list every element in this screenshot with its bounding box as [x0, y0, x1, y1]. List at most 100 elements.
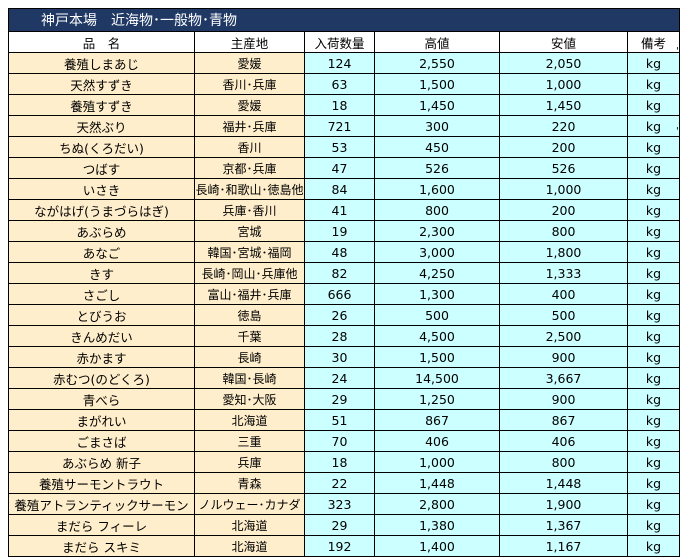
cell-high-price: 300	[374, 115, 500, 137]
cell-low-price: 800	[499, 451, 628, 473]
cell-remarks: kg	[627, 367, 680, 389]
cell-origin: 韓国･宮城･福岡	[194, 241, 305, 263]
side-mark: '	[676, 46, 679, 57]
cell-name: あなご	[8, 241, 195, 263]
cell-low-price: 1,900	[499, 493, 628, 515]
cell-remarks: kg	[627, 325, 680, 347]
cell-name: まだら スキミ	[8, 535, 195, 557]
cell-name: 青べら	[8, 388, 195, 410]
cell-low-price: 867	[499, 409, 628, 431]
cell-name: 赤むつ(のどくろ)	[8, 367, 195, 389]
sheet-title: 神戸本場 近海物･一般物･青物	[8, 8, 680, 32]
cell-high-price: 4,500	[374, 325, 500, 347]
price-table: 神戸本場 近海物･一般物･青物 品 名 主産地 入荷数量 高値 安値 備考 養殖…	[8, 8, 680, 557]
cell-name: 赤かます	[8, 346, 195, 368]
cell-name: あぶらめ	[8, 220, 195, 242]
table-row: とびうお 徳島 26 500 500 kg	[8, 304, 680, 326]
cell-quantity: 192	[304, 535, 375, 557]
cell-high-price: 14,500	[374, 367, 500, 389]
cell-high-price: 2,800	[374, 493, 500, 515]
table-row: 養殖アトランティックサーモン ノルウェー･カナダ 323 2,800 1,900 kg	[8, 493, 680, 515]
cell-origin: 兵庫	[194, 451, 305, 473]
table-row: あぶらめ 新子 兵庫 18 1,000 800 kg	[8, 451, 680, 473]
cell-high-price: 4,250	[374, 262, 500, 284]
cell-high-price: 450	[374, 136, 500, 158]
cell-origin: 韓国･長崎	[194, 367, 305, 389]
cell-high-price: 1,000	[374, 451, 500, 473]
cell-low-price: 3,667	[499, 367, 628, 389]
cell-low-price: 2,500	[499, 325, 628, 347]
cell-remarks: kg	[627, 178, 680, 200]
header-name: 品 名	[8, 31, 195, 53]
cell-origin: 愛媛	[194, 94, 305, 116]
table-body: 養殖しまあじ 愛媛 124 2,550 2,050 kg 天然すずき 香川･兵庫 63 1,500…	[8, 52, 680, 557]
cell-origin: 兵庫･香川	[194, 199, 305, 221]
table-row: 養殖しまあじ 愛媛 124 2,550 2,050 kg	[8, 52, 680, 74]
cell-quantity: 721	[304, 115, 375, 137]
cell-quantity: 24	[304, 367, 375, 389]
cell-low-price: 1,448	[499, 472, 628, 494]
cell-low-price: 400	[499, 283, 628, 305]
cell-low-price: 1,333	[499, 262, 628, 284]
cell-name: 天然すずき	[8, 73, 195, 95]
cell-remarks: kg	[627, 241, 680, 263]
cell-quantity: 124	[304, 52, 375, 74]
cell-name: 天然ぶり	[8, 115, 195, 137]
cell-high-price: 1,250	[374, 388, 500, 410]
cell-high-price: 2,550	[374, 52, 500, 74]
table-row: まがれい 北海道 51 867 867 kg	[8, 409, 680, 431]
cell-quantity: 63	[304, 73, 375, 95]
header-origin: 主産地	[194, 31, 305, 53]
cell-remarks: kg	[627, 115, 680, 137]
cell-low-price: 1,167	[499, 535, 628, 557]
cell-name: いさき	[8, 178, 195, 200]
cell-low-price: 526	[499, 157, 628, 179]
cell-remarks: kg	[627, 73, 680, 95]
cell-remarks: kg	[627, 388, 680, 410]
cell-remarks: kg	[627, 514, 680, 536]
side-mark: '	[676, 126, 679, 137]
cell-quantity: 22	[304, 472, 375, 494]
cell-high-price: 500	[374, 304, 500, 326]
table-row: 天然すずき 香川･兵庫 63 1,500 1,000 kg	[8, 73, 680, 95]
cell-name: まだら フィーレ	[8, 514, 195, 536]
cell-quantity: 29	[304, 514, 375, 536]
cell-quantity: 53	[304, 136, 375, 158]
cell-high-price: 1,400	[374, 535, 500, 557]
price-sheet: 神戸本場 近海物･一般物･青物 品 名 主産地 入荷数量 高値 安値 備考 養殖…	[8, 8, 680, 557]
table-row: まだら スキミ 北海道 192 1,400 1,167 kg	[8, 535, 680, 557]
cell-origin: 北海道	[194, 514, 305, 536]
cell-remarks: kg	[627, 52, 680, 74]
cell-low-price: 1,367	[499, 514, 628, 536]
header-row: 品 名 主産地 入荷数量 高値 安値 備考	[8, 31, 680, 53]
cell-remarks: kg	[627, 94, 680, 116]
cell-remarks: kg	[627, 535, 680, 557]
cell-origin: 富山･福井･兵庫	[194, 283, 305, 305]
cell-name: 養殖すずき	[8, 94, 195, 116]
cell-remarks: kg	[627, 409, 680, 431]
table-row: 養殖すずき 愛媛 18 1,450 1,450 kg	[8, 94, 680, 116]
header-quantity: 入荷数量	[304, 31, 375, 53]
table-row: つばす 京都･兵庫 47 526 526 kg	[8, 157, 680, 179]
table-row: 天然ぶり 福井･兵庫 721 300 220 kg	[8, 115, 680, 137]
table-row: 養殖サーモントラウト 青森 22 1,448 1,448 kg	[8, 472, 680, 494]
cell-quantity: 48	[304, 241, 375, 263]
cell-remarks: kg	[627, 493, 680, 515]
cell-low-price: 200	[499, 136, 628, 158]
table-row: さごし 富山･福井･兵庫 666 1,300 400 kg	[8, 283, 680, 305]
table-row: 赤むつ(のどくろ) 韓国･長崎 24 14,500 3,667 kg	[8, 367, 680, 389]
cell-low-price: 220	[499, 115, 628, 137]
cell-quantity: 323	[304, 493, 375, 515]
table-row: いさき 長崎･和歌山･徳島他 84 1,600 1,000 kg	[8, 178, 680, 200]
table-row: きす 長崎･岡山･兵庫他 82 4,250 1,333 kg	[8, 262, 680, 284]
cell-origin: 香川	[194, 136, 305, 158]
cell-low-price: 900	[499, 346, 628, 368]
cell-origin: 長崎	[194, 346, 305, 368]
cell-name: さごし	[8, 283, 195, 305]
cell-low-price: 1,000	[499, 178, 628, 200]
cell-origin: 香川･兵庫	[194, 73, 305, 95]
cell-name: 養殖サーモントラウト	[8, 472, 195, 494]
cell-quantity: 82	[304, 262, 375, 284]
cell-high-price: 1,300	[374, 283, 500, 305]
cell-low-price: 900	[499, 388, 628, 410]
